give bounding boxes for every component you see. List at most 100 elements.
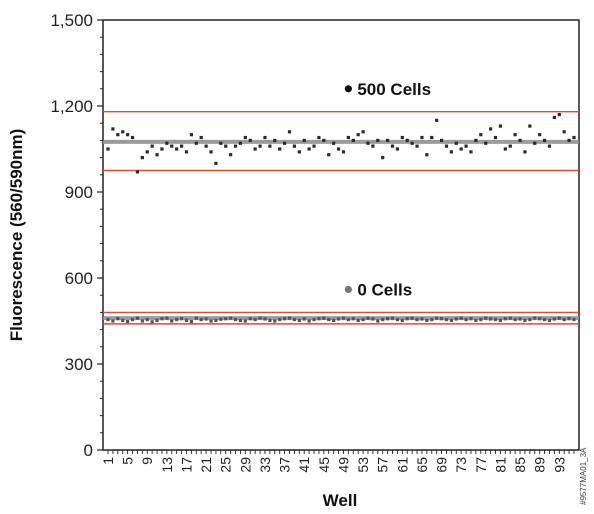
data-point	[140, 319, 144, 323]
data-point	[170, 144, 174, 148]
x-tick-label: 41	[296, 457, 312, 473]
data-point	[317, 317, 321, 321]
data-point	[219, 141, 223, 145]
data-point	[523, 318, 527, 323]
data-point	[179, 317, 184, 321]
data-point	[170, 319, 174, 323]
legend-label: 0 Cells	[357, 280, 412, 299]
data-point	[508, 316, 512, 320]
data-point	[189, 133, 193, 137]
data-point	[332, 318, 336, 323]
data-point	[484, 316, 488, 320]
data-point	[268, 318, 272, 323]
data-point	[390, 144, 395, 148]
x-tick-label: 57	[375, 457, 391, 473]
data-point	[160, 147, 164, 151]
data-point	[312, 317, 316, 322]
x-tick-label: 49	[335, 457, 351, 473]
data-point	[533, 141, 537, 145]
y-axis-title: Fluorescence (560/590nm)	[7, 129, 26, 342]
data-point	[425, 318, 429, 323]
data-point	[562, 317, 566, 322]
data-point	[493, 317, 498, 322]
data-point	[106, 317, 110, 322]
data-point	[204, 144, 208, 148]
data-point	[258, 316, 262, 320]
data-point	[140, 156, 144, 160]
x-tick-label: 9	[139, 457, 155, 465]
data-point	[336, 317, 341, 321]
data-point	[508, 144, 512, 148]
data-point	[145, 150, 149, 154]
x-tick-label: 65	[414, 457, 430, 473]
data-point	[189, 319, 193, 324]
x-axis: 1 5 9 13 17 21 25 29 33 37 41 45 49 53 57 61 65 69 73 77 81 8…	[100, 450, 575, 473]
data-point	[523, 150, 527, 154]
legend-marker	[344, 85, 352, 93]
data-point	[439, 138, 444, 142]
x-tick-label: 17	[178, 457, 194, 473]
data-point	[381, 317, 385, 322]
data-point	[126, 319, 130, 324]
data-point	[273, 138, 277, 142]
data-point	[376, 138, 380, 142]
data-point	[489, 317, 493, 321]
data-point	[371, 317, 375, 321]
data-point	[459, 147, 463, 151]
x-tick-label: 13	[159, 457, 175, 473]
data-point	[175, 317, 179, 322]
data-point	[469, 317, 473, 321]
x-tick-label: 53	[355, 457, 371, 473]
x-tick-label: 73	[453, 457, 469, 473]
data-point	[503, 317, 507, 321]
data-point	[194, 316, 198, 320]
data-point	[268, 144, 272, 148]
data-point	[135, 170, 140, 174]
data-point	[474, 138, 478, 142]
x-tick-label: 81	[492, 457, 508, 473]
data-point	[390, 316, 395, 320]
data-point	[567, 317, 571, 321]
data-point	[287, 316, 292, 320]
data-point	[395, 317, 400, 322]
data-point	[204, 317, 208, 321]
data-point	[547, 144, 552, 148]
data-point	[278, 317, 282, 322]
x-tick-label: 45	[316, 457, 332, 473]
data-point	[542, 138, 547, 142]
data-point	[474, 318, 478, 323]
data-point	[199, 317, 203, 322]
y-tick-label: 0	[84, 441, 93, 460]
data-point	[263, 135, 267, 140]
data-point	[282, 141, 287, 145]
data-point	[552, 317, 556, 321]
data-point	[341, 150, 346, 154]
data-point	[415, 317, 419, 322]
data-point	[454, 317, 458, 321]
data-point	[229, 316, 233, 320]
data-point	[439, 317, 444, 321]
x-tick-label: 5	[120, 457, 136, 465]
data-point	[444, 144, 449, 148]
data-point	[165, 316, 169, 320]
data-point	[479, 317, 483, 322]
data-point	[557, 113, 561, 117]
data-point	[361, 317, 365, 322]
data-point	[307, 319, 311, 323]
data-point	[395, 147, 400, 151]
data-point	[224, 144, 228, 148]
data-point	[121, 318, 125, 323]
data-point	[135, 316, 140, 320]
data-point	[111, 127, 115, 131]
data-point	[209, 319, 213, 323]
data-point	[282, 317, 287, 321]
data-point	[248, 138, 252, 142]
data-point	[454, 141, 458, 145]
x-tick-label: 85	[512, 457, 528, 473]
data-point	[547, 318, 552, 323]
data-point	[199, 135, 203, 140]
data-point	[381, 156, 385, 160]
data-point	[106, 147, 110, 151]
data-point	[297, 150, 301, 154]
